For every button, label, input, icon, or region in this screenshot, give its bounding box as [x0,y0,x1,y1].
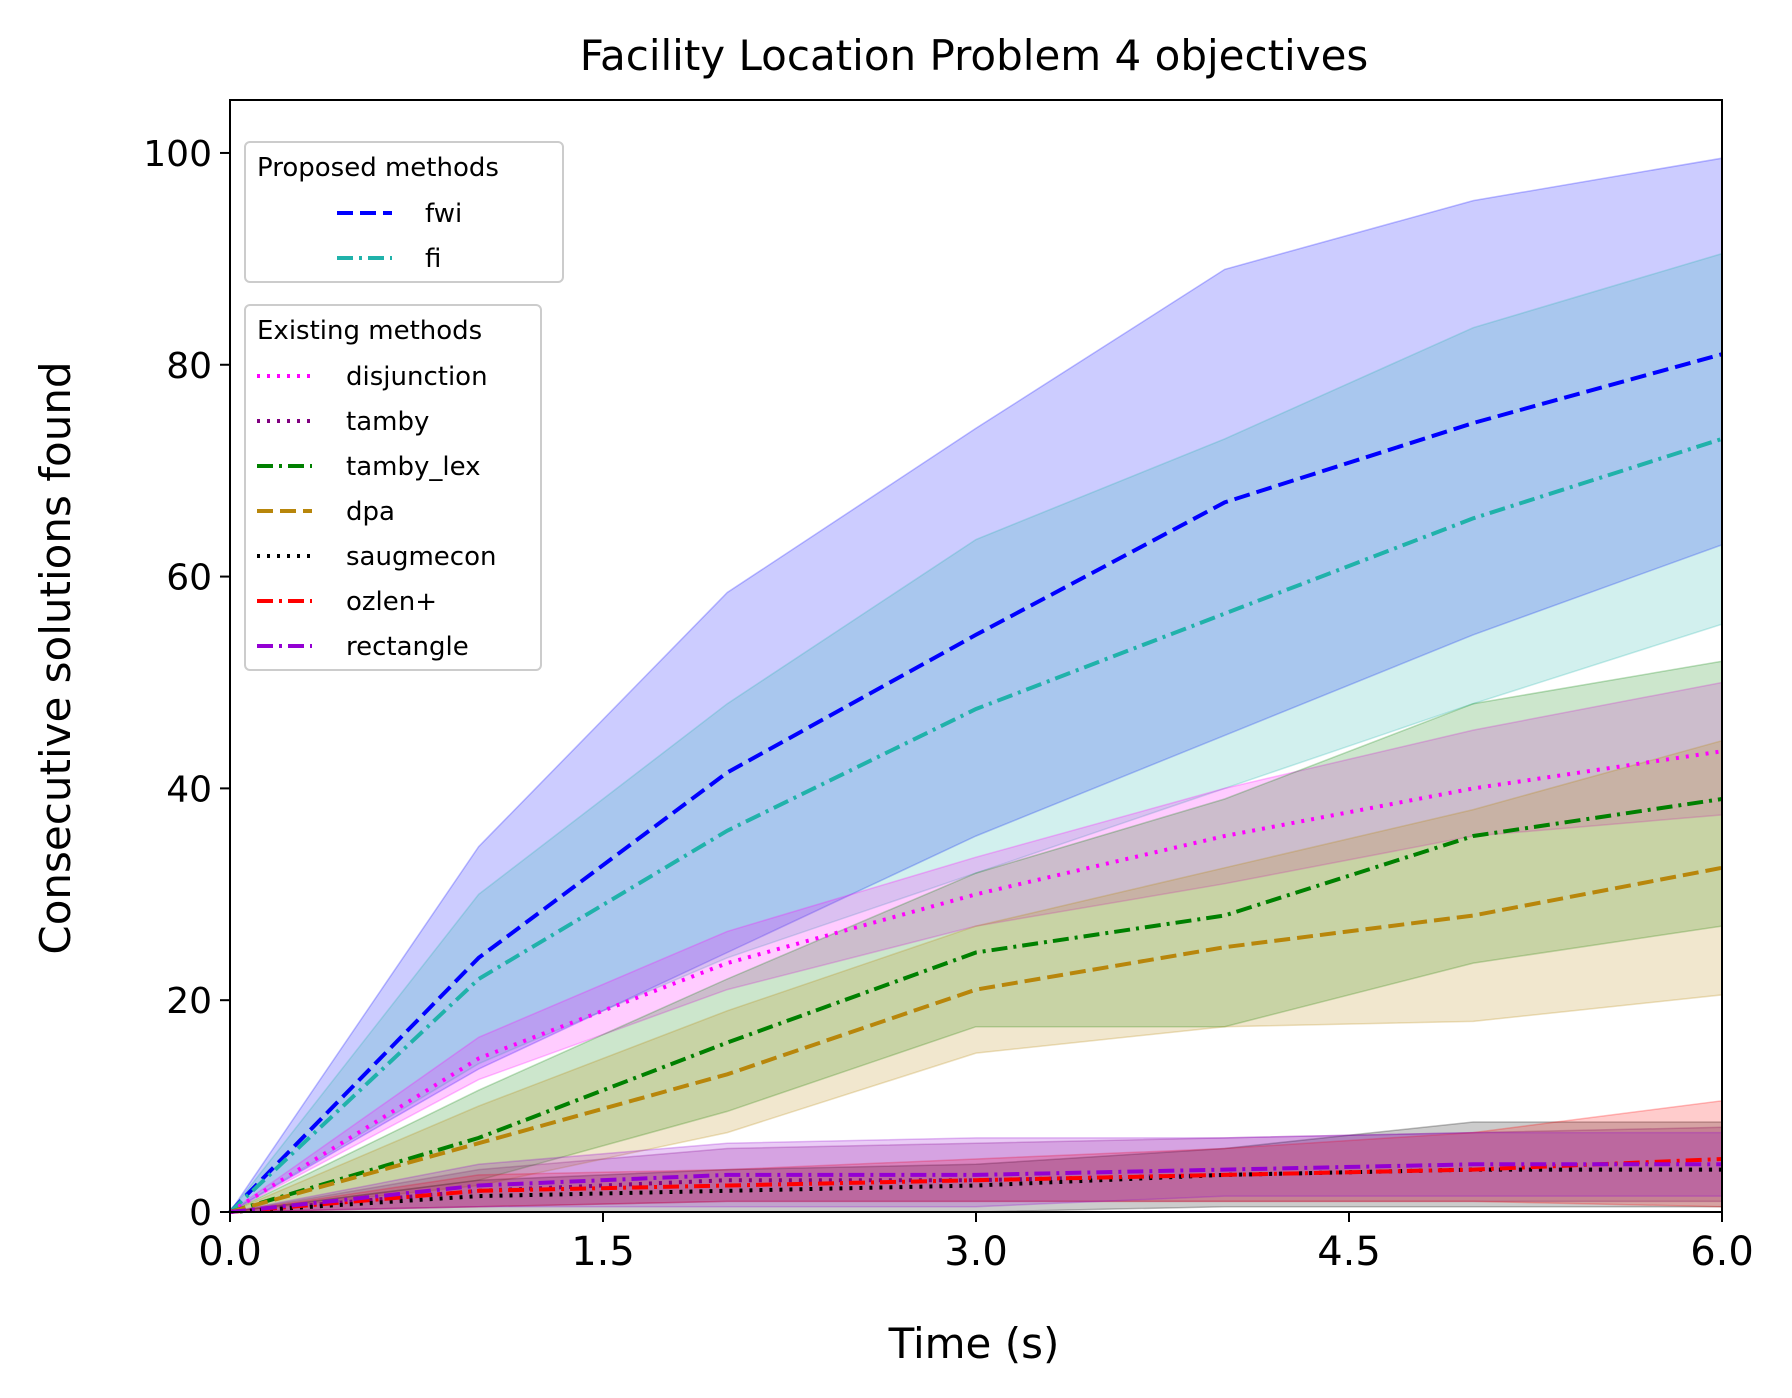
legend-title: Existing methods [257,316,482,346]
line-ozlen- [229,1157,1723,1214]
legend-proposed-methods: Proposed methods fwi fi [244,141,564,283]
legend-title: Proposed methods [257,153,499,183]
y-tick-label: 20 [166,981,212,1022]
y-tick-label: 80 [166,346,212,387]
legend-label-disjunction: disjunction [346,362,488,392]
line-fwi [228,352,1723,1214]
y-tick-label: 60 [166,558,212,599]
x-tick-label: 4.5 [1317,1229,1381,1275]
legend-label-tamby-lex: tamby_lex [346,452,481,482]
series-lines [228,352,1723,1214]
x-axis: 0.0 1.5 3.0 4.5 6.0 [198,1212,1754,1275]
y-tick-label: 100 [143,134,212,175]
legend-label-fwi: fwi [425,199,462,229]
line-rectangle [229,1162,1722,1214]
legend-label-saugmecon: saugmecon [346,542,496,572]
x-tick-label: 1.5 [571,1229,635,1275]
legend-existing-methods: Existing methods disjunction tamby tamby_le… [244,304,542,671]
x-tick-label: 3.0 [944,1229,1008,1275]
legend-label-dpa: dpa [346,497,395,527]
confidence-bands [229,157,1723,1213]
legend-box [244,304,542,671]
x-tick-label: 6.0 [1690,1229,1754,1275]
y-axis: 0 20 40 60 80 100 [143,134,230,1234]
y-axis-label: Consecutive solutions found [31,361,80,954]
line-fi [228,436,1723,1214]
legend-label-tamby: tamby [346,407,429,437]
legend-box [244,141,564,283]
chart-title: Facility Location Problem 4 objectives [580,31,1369,80]
line-disjunction [228,749,1723,1214]
y-tick-label: 40 [166,769,212,810]
legend-label-rectangle: rectangle [346,632,469,662]
y-tick-label: 0 [189,1193,212,1234]
x-axis-label: Time (s) [888,1319,1060,1368]
legend-label-ozlen-: ozlen+ [346,587,437,617]
line-dpa [229,865,1723,1214]
x-tick-label: 0.0 [198,1229,262,1275]
legend-label-fi: fi [425,244,441,274]
line-tamby-lex [229,797,1723,1214]
